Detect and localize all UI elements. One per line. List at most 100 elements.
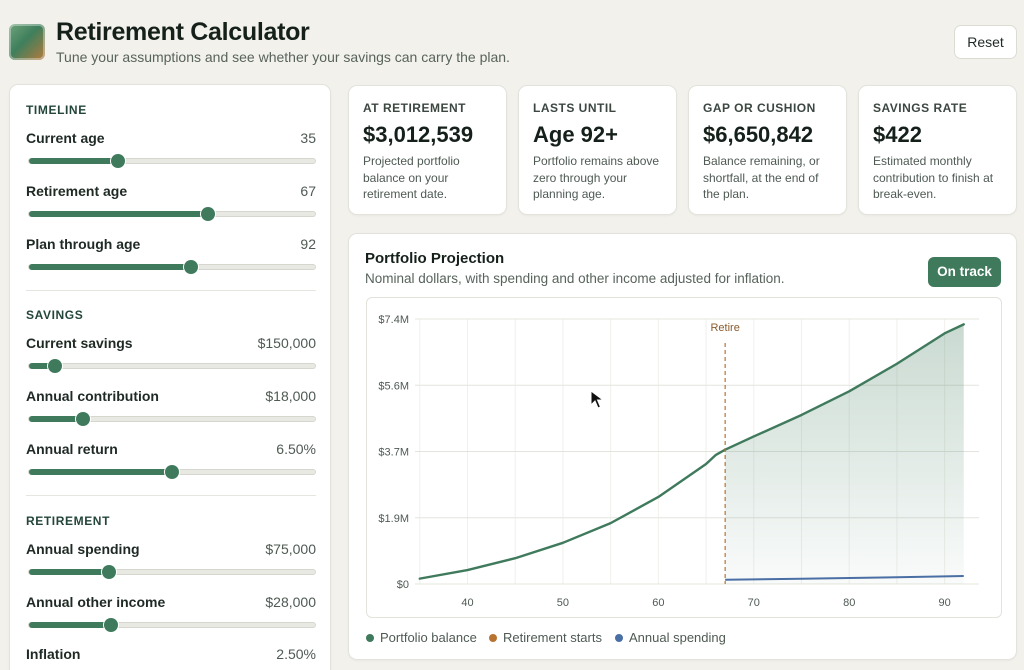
field-value: $18,000 — [265, 388, 316, 404]
projection-chart: $0 $1.9M $3.7M $5.6M $7.4M 40 50 60 70 80 90 Retire — [366, 297, 1002, 618]
y-tick-label: $1.9M — [378, 513, 409, 525]
portfolio-area — [725, 324, 964, 584]
card-description: Portfolio remains above zero through you… — [533, 154, 660, 201]
slider-thumb[interactable] — [47, 359, 62, 373]
field-value: 35 — [300, 130, 316, 146]
summary-card-at-retirement: AT RETIREMENT $3,012,539 Projected portf… — [348, 85, 507, 215]
annual-spending-slider[interactable] — [28, 565, 316, 579]
app-subtitle: Tune your assumptions and see whether yo… — [56, 49, 510, 65]
current-savings-field: Current savings $150,000 — [26, 335, 316, 375]
plan-through-age-field: Plan through age 92 — [26, 236, 316, 276]
status-badge: On track — [928, 257, 1001, 287]
y-tick-label: $7.4M — [378, 314, 409, 326]
slider-fill — [29, 264, 191, 270]
legend-dot-icon — [489, 634, 497, 642]
field-label: Annual return — [26, 441, 118, 457]
section-heading-timeline: TIMELINE — [26, 103, 87, 117]
card-value: Age 92+ — [533, 122, 618, 147]
legend-label: Portfolio balance — [380, 630, 477, 645]
card-title: LASTS UNTIL — [533, 101, 617, 115]
mouse-cursor-icon — [590, 390, 605, 409]
field-label: Current age — [26, 130, 105, 146]
field-label: Inflation — [26, 646, 81, 662]
field-value: 2.50% — [276, 646, 316, 662]
section-divider — [26, 290, 316, 291]
annual-contribution-slider[interactable] — [28, 412, 316, 426]
y-tick-label: $0 — [397, 579, 409, 591]
annual-contribution-field: Annual contribution $18,000 — [26, 388, 316, 428]
slider-thumb[interactable] — [200, 207, 215, 221]
inflation-field: Inflation 2.50% — [26, 646, 316, 670]
assumptions-panel: TIMELINE Current age 35 Retirement age 6… — [9, 84, 331, 670]
retire-marker-label: Retire — [710, 322, 739, 334]
projection-title: Portfolio Projection — [365, 250, 505, 267]
current-age-slider[interactable] — [28, 154, 316, 168]
x-tick-label: 70 — [748, 597, 760, 609]
summary-card-lasts-until: LASTS UNTIL Age 92+ Portfolio remains ab… — [518, 85, 677, 215]
section-divider — [26, 495, 316, 496]
section-heading-savings: SAVINGS — [26, 308, 84, 322]
slider-thumb[interactable] — [183, 260, 198, 274]
x-tick-label: 40 — [461, 597, 473, 609]
current-savings-slider[interactable] — [28, 359, 316, 373]
section-heading-retirement: RETIREMENT — [26, 514, 110, 528]
app-header: Retirement Calculator Tune your assumpti… — [0, 0, 1024, 84]
annual-return-field: Annual return 6.50% — [26, 441, 316, 481]
card-description: Projected portfolio balance on your reti… — [363, 154, 460, 201]
projection-panel: Portfolio Projection Nominal dollars, wi… — [348, 233, 1017, 660]
slider-fill — [29, 622, 111, 628]
slider-thumb[interactable] — [165, 465, 179, 479]
slider-fill — [29, 158, 118, 164]
card-description: Balance remaining, or shortfall, at the … — [703, 154, 820, 201]
field-label: Retirement age — [26, 183, 128, 199]
slider-fill — [29, 569, 110, 575]
card-title: AT RETIREMENT — [363, 101, 466, 115]
field-value: 6.50% — [276, 441, 316, 457]
field-value: 92 — [300, 236, 316, 252]
field-label: Annual spending — [26, 541, 140, 557]
card-value: $422 — [873, 122, 922, 147]
field-value: $75,000 — [265, 541, 316, 557]
card-description: Estimated monthly contribution to finish… — [873, 154, 994, 201]
card-title: GAP OR CUSHION — [703, 101, 816, 115]
annual-other-income-slider[interactable] — [28, 618, 316, 632]
field-label: Current savings — [26, 335, 133, 351]
legend-label: Retirement starts — [503, 630, 602, 645]
x-tick-label: 90 — [939, 597, 951, 609]
field-label: Plan through age — [26, 236, 141, 252]
legend-dot-icon — [366, 634, 374, 642]
y-tick-label: $3.7M — [378, 447, 409, 459]
x-tick-label: 80 — [843, 597, 855, 609]
card-title: SAVINGS RATE — [873, 101, 968, 115]
slider-thumb[interactable] — [102, 565, 117, 579]
projection-subtitle: Nominal dollars, with spending and other… — [365, 271, 785, 286]
summary-card-savings-rate: SAVINGS RATE $422 Estimated monthly cont… — [858, 85, 1017, 215]
summary-card-gap-or-cushion: GAP OR CUSHION $6,650,842 Balance remain… — [688, 85, 847, 215]
card-value: $3,012,539 — [363, 122, 474, 147]
plan-through-age-slider[interactable] — [28, 260, 316, 274]
app-logo-icon — [9, 24, 45, 60]
annual-return-slider[interactable] — [28, 465, 316, 479]
legend-dot-icon — [615, 634, 623, 642]
annual-spending-field: Annual spending $75,000 — [26, 541, 316, 581]
slider-thumb[interactable] — [76, 412, 91, 426]
annual-other-income-field: Annual other income $28,000 — [26, 594, 316, 634]
projection-chart-svg: $0 $1.9M $3.7M $5.6M $7.4M 40 50 60 70 80 90 Retire — [378, 314, 979, 609]
slider-fill — [29, 416, 84, 422]
x-tick-label: 60 — [652, 597, 664, 609]
field-value: $28,000 — [265, 594, 316, 610]
annual-spending-line — [725, 575, 964, 581]
field-value: $150,000 — [257, 335, 316, 351]
card-value: $6,650,842 — [703, 122, 814, 147]
retirement-age-field: Retirement age 67 — [26, 183, 316, 223]
field-label: Annual other income — [26, 594, 166, 610]
slider-fill — [29, 211, 208, 217]
app-title: Retirement Calculator — [56, 18, 310, 46]
portfolio-balance-line — [418, 323, 965, 580]
retirement-age-slider[interactable] — [28, 207, 316, 221]
slider-thumb[interactable] — [103, 618, 118, 632]
reset-button[interactable]: Reset — [954, 25, 1017, 59]
slider-fill — [29, 363, 55, 369]
legend-label: Annual spending — [629, 630, 726, 645]
slider-thumb[interactable] — [110, 154, 125, 168]
